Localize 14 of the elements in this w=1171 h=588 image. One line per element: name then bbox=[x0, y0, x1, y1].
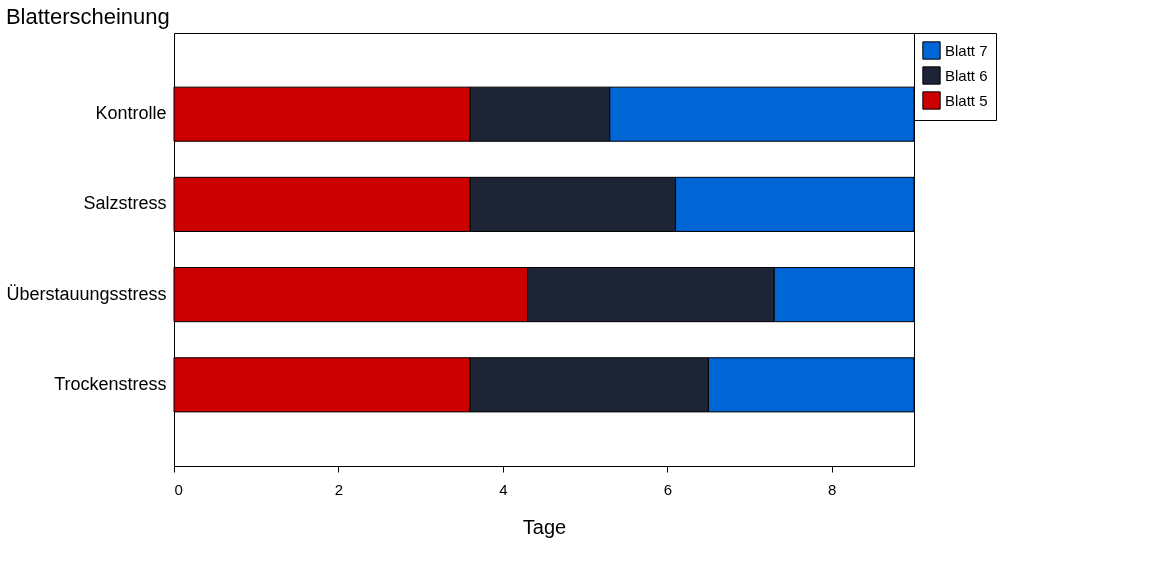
x-tick-label: 0 bbox=[174, 480, 183, 498]
legend-label: Blatt 6 bbox=[945, 66, 988, 84]
chart-title: Blatterscheinung bbox=[5, 3, 170, 29]
legend-label: Blatt 7 bbox=[945, 41, 988, 59]
x-tick-label: 8 bbox=[828, 480, 837, 498]
y-tick-label: Salzstress bbox=[83, 193, 167, 214]
y-tick-label: Trockenstress bbox=[54, 373, 167, 394]
y-tick-label: Überstauungsstress bbox=[6, 283, 167, 304]
y-tick-label: Kontrolle bbox=[95, 103, 167, 124]
x-tick-label: 6 bbox=[663, 480, 673, 498]
x-axis-title: Tage bbox=[522, 515, 567, 538]
legend-label: Blatt 5 bbox=[945, 91, 988, 109]
x-tick-label: 2 bbox=[334, 480, 344, 498]
x-tick-label: 4 bbox=[499, 480, 508, 498]
